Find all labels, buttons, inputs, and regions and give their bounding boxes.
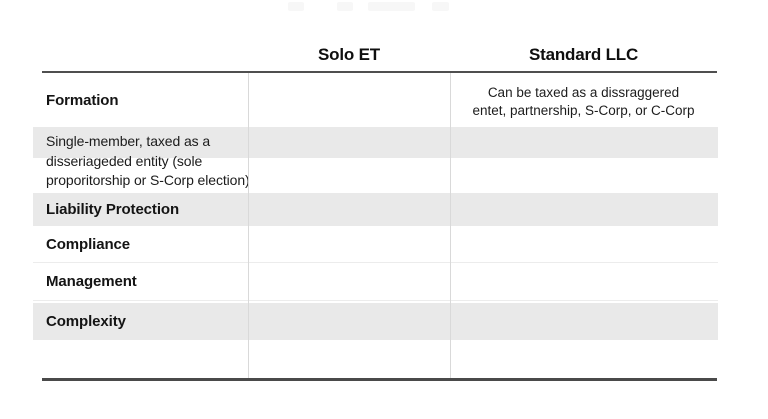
row-label-compliance: Compliance [46,235,131,253]
row-label-liability-protection: Liability Protection [46,201,180,218]
cell-text-line: Can be taxed as a dissraggered [487,85,680,100]
cropped-title-fragment [432,2,449,11]
table-row-management: Management [33,263,718,301]
row-label-line: disseriageded entity (sole [46,152,203,169]
table-row-compliance: Compliance [33,226,718,263]
row-label-line: Single-member, taxed as a [46,133,211,149]
row-label-management: Management [46,273,137,290]
table-row-complexity: Complexity [33,303,718,340]
bottom-rule [42,378,717,381]
row-label-line: proporitorship or S-Corp election) [46,172,250,188]
table-row-empty [33,340,718,378]
row-label-formation: Formation [46,91,119,109]
column-divider-2 [450,73,451,378]
row-label-single-member: Single-member, taxed as a disseriageded … [46,132,250,191]
cropped-title-fragment [337,2,353,11]
cell-formation-standard-llc: Can be taxed as a dissraggered entet, pa… [450,84,717,120]
column-header-solo-et: Solo ET [318,45,380,64]
table-row-liability-protection: Liability Protection [33,193,718,226]
cell-text-line: entet, partnership, S-Corp, or C-Corp [472,103,695,118]
row-stripe [33,127,718,158]
row-label-complexity: Complexity [46,313,126,330]
header-rule [42,71,717,73]
table-row-single-member: Single-member, taxed as a disseriageded … [33,127,718,193]
cropped-title-fragment [368,2,415,11]
table-row-formation: Formation Can be taxed as a dissraggered… [33,73,718,127]
column-divider-1 [248,73,249,378]
column-header-standard-llc: Standard LLC [528,45,639,64]
cropped-title-fragment [288,2,304,11]
